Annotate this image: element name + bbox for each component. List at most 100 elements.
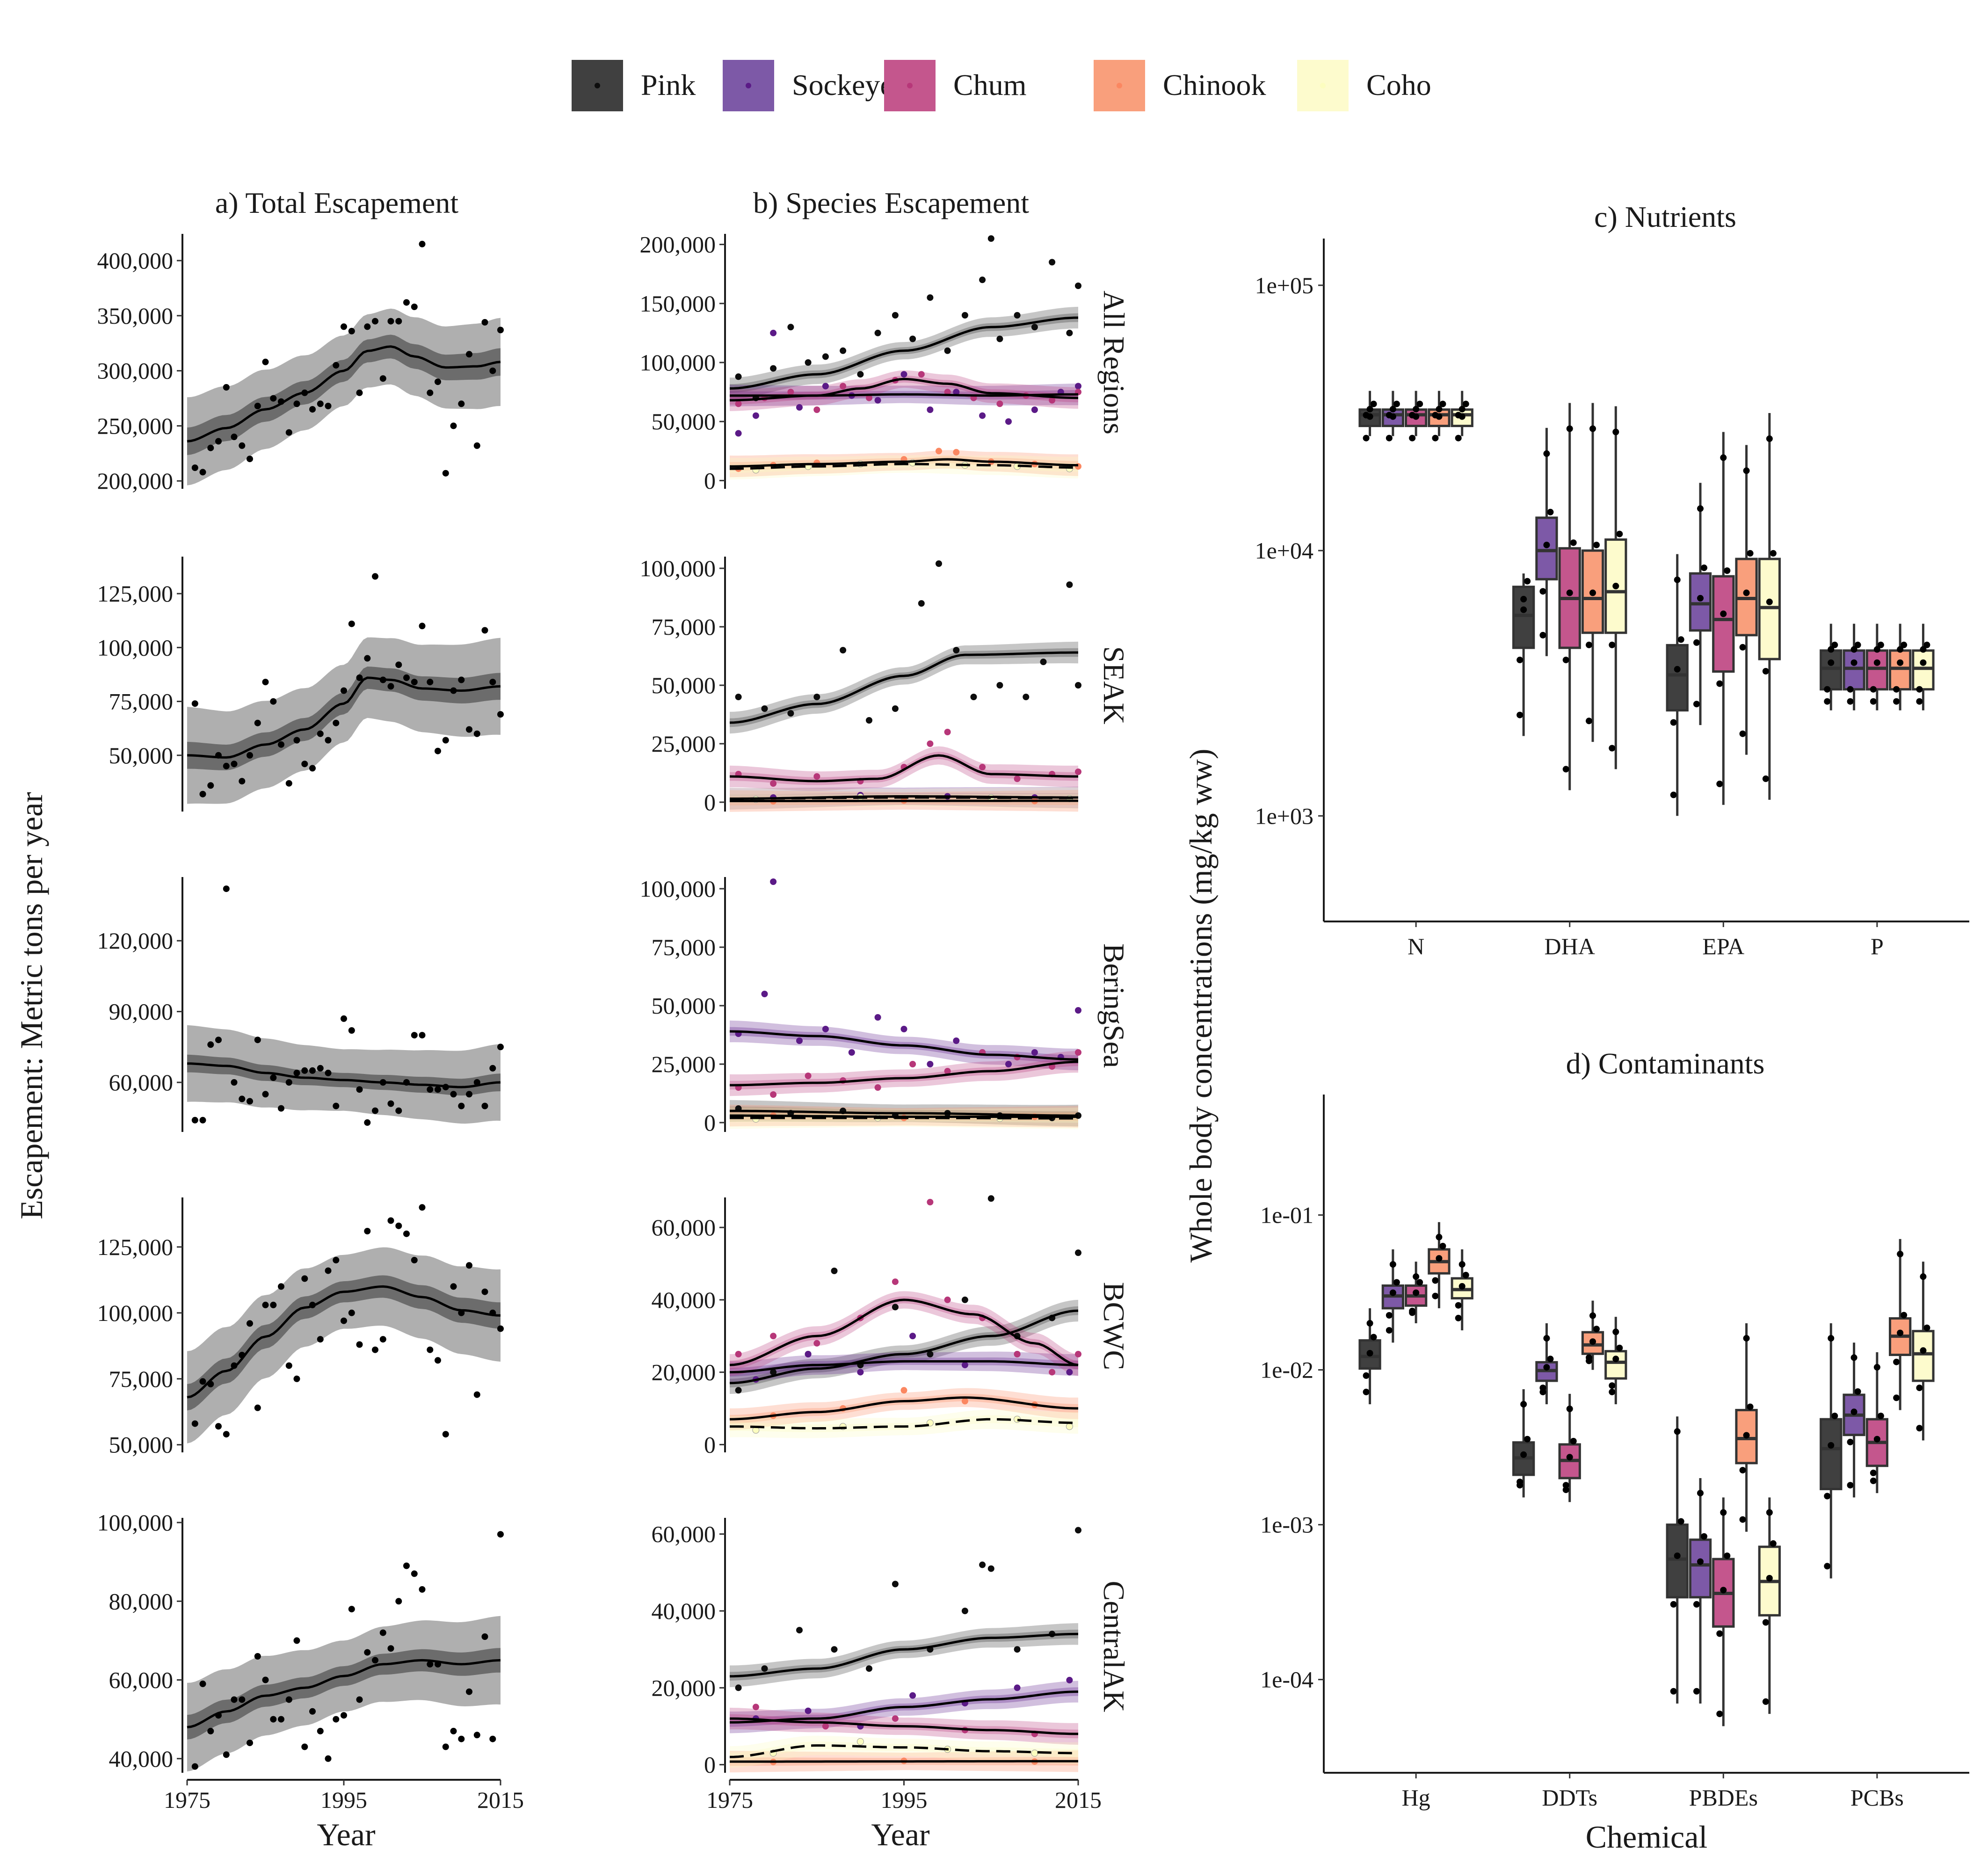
box-dha-sockeye	[1535, 428, 1558, 656]
point-sockeye	[805, 1351, 812, 1357]
y-tick-label: 90,000	[109, 999, 174, 1025]
panel-b-title: b) Species Escapement	[753, 186, 1029, 219]
point-pink	[372, 1107, 378, 1114]
point-pink	[207, 444, 214, 451]
point-pink	[866, 1665, 872, 1672]
panel-a-bcwc: 50,000 75,000 100,000 125,000	[97, 1197, 504, 1458]
box-hg-pink	[1358, 1308, 1381, 1405]
point-pink	[427, 1086, 434, 1093]
point-pink	[961, 312, 968, 319]
point-coho	[1031, 1749, 1038, 1757]
box-n-chinook	[1428, 391, 1451, 442]
point-pink	[372, 1346, 378, 1353]
point-pink	[356, 1086, 363, 1093]
data-point	[1363, 1388, 1370, 1395]
data-point	[1697, 1558, 1704, 1565]
point-chum	[770, 1091, 777, 1098]
point-pink	[270, 1301, 277, 1308]
point-chum	[735, 1351, 742, 1357]
y-tick-label: 1e-01	[1260, 1202, 1313, 1228]
data-point	[1870, 686, 1877, 693]
point-pink	[372, 318, 378, 325]
data-point	[1893, 686, 1900, 693]
x-tick-label: 1995	[881, 1787, 928, 1813]
data-point	[1670, 1601, 1677, 1608]
fit-line-coho	[730, 1418, 1079, 1430]
box-pbdes-pink	[1666, 1416, 1689, 1704]
point-pink	[309, 1708, 316, 1715]
point-pink	[735, 1684, 742, 1691]
box-pcbs-chinook	[1889, 1239, 1912, 1410]
data-point	[1920, 646, 1927, 653]
point-pink	[481, 627, 488, 634]
data-point	[1674, 1552, 1681, 1559]
x-tick-label-n: N	[1408, 933, 1424, 959]
point-pink	[325, 1755, 332, 1762]
fit-line-pink	[729, 1632, 1079, 1678]
point-pink	[395, 1222, 402, 1229]
point-sockeye	[752, 412, 759, 419]
data-point	[1720, 610, 1727, 617]
point-chum	[770, 780, 777, 787]
data-point	[1393, 1279, 1400, 1286]
point-pink	[866, 717, 872, 724]
data-point	[1697, 1490, 1704, 1497]
box-n-coho	[1451, 391, 1473, 442]
data-point	[1609, 1382, 1616, 1389]
data-point	[1824, 1493, 1831, 1500]
point-pink	[987, 1195, 994, 1202]
data-point	[1413, 1289, 1420, 1296]
point-sockeye	[1066, 1369, 1073, 1376]
y-tick-label: 40,000	[652, 1287, 716, 1313]
data-point	[1386, 1327, 1393, 1334]
point-pink	[450, 1283, 457, 1290]
point-pink	[831, 1268, 838, 1274]
point-sockeye	[822, 383, 829, 390]
y-tick-label: 1e-03	[1260, 1512, 1313, 1538]
box-p-sockeye	[1843, 624, 1865, 711]
point-pink	[442, 737, 449, 744]
x-tick-label-p: P	[1871, 933, 1884, 959]
point-chum	[1049, 1369, 1056, 1376]
point-pink	[348, 327, 355, 334]
point-sockeye	[796, 404, 803, 411]
fit-line-chinook	[730, 1114, 1078, 1118]
data-point	[1612, 1356, 1619, 1363]
y-tick-label: 50,000	[109, 1432, 174, 1458]
box-pcbs-chum	[1865, 1352, 1889, 1494]
y-tick-label: 80,000	[109, 1588, 174, 1614]
y-tick-label: 0	[704, 467, 716, 493]
y-tick-label: 75,000	[109, 1366, 174, 1392]
x-tick-label: 1995	[320, 1787, 367, 1813]
box-epa-chinook	[1735, 445, 1758, 755]
point-pink	[435, 378, 441, 385]
data-point	[1762, 1619, 1769, 1626]
box	[1535, 516, 1558, 580]
point-pink	[317, 1336, 324, 1343]
y-axis-title: Escapement: Metric tons per year	[14, 792, 49, 1219]
point-pink	[309, 765, 316, 772]
point-pink	[1014, 312, 1021, 319]
panel-d: 1e-04 1e-03 1e-02 1e-01 Hg DDTs PBDEs PCBs	[1260, 1095, 1969, 1811]
data-point	[1693, 1601, 1700, 1608]
point-pink	[372, 573, 378, 580]
data-point	[1743, 1432, 1750, 1439]
y-tick-label: 60,000	[109, 1069, 174, 1095]
prediction-band-pink	[187, 1025, 501, 1124]
box	[1358, 1339, 1381, 1370]
point-pink	[333, 719, 340, 726]
point-pink	[333, 362, 340, 369]
prediction-band-chum	[730, 1051, 1078, 1096]
point-pink	[278, 1105, 284, 1112]
panel-c: 1e+03 1e+04 1e+05 N DHA EPA P	[1255, 239, 1969, 959]
point-sockeye	[805, 1707, 812, 1714]
data-point	[1847, 1482, 1854, 1489]
prediction-band-coho	[730, 1735, 1078, 1768]
y-tick-label: 100,000	[640, 555, 716, 581]
y-tick-label: 0	[704, 1431, 716, 1458]
y-tick-label: 125,000	[97, 1234, 174, 1260]
legend-dot-coho	[1320, 83, 1326, 88]
data-point	[1739, 730, 1746, 737]
point-pink	[231, 1696, 238, 1703]
point-pink	[364, 1228, 371, 1234]
